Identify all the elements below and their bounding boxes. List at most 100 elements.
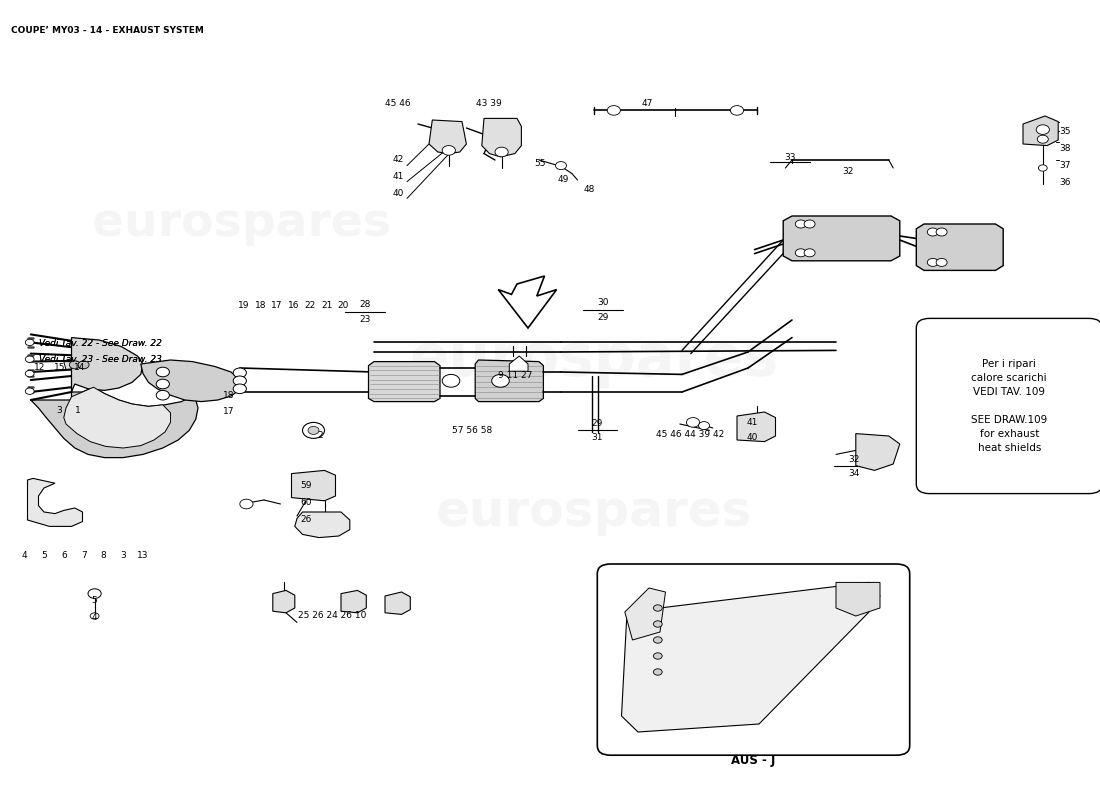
Circle shape bbox=[607, 106, 620, 115]
Text: 15: 15 bbox=[54, 363, 65, 373]
Text: 22: 22 bbox=[305, 301, 316, 310]
Text: 54: 54 bbox=[630, 659, 641, 669]
Text: eurospares: eurospares bbox=[409, 331, 779, 389]
Polygon shape bbox=[295, 512, 350, 538]
Text: 28: 28 bbox=[360, 300, 371, 310]
Circle shape bbox=[156, 390, 169, 400]
Text: 40: 40 bbox=[747, 433, 758, 442]
Circle shape bbox=[686, 418, 700, 427]
Text: Vedi Tav. 22 - See Draw. 22: Vedi Tav. 22 - See Draw. 22 bbox=[39, 339, 162, 349]
Circle shape bbox=[495, 147, 508, 157]
Polygon shape bbox=[856, 434, 900, 470]
Text: 57 56 58: 57 56 58 bbox=[452, 426, 492, 435]
Text: 6: 6 bbox=[60, 551, 67, 561]
Polygon shape bbox=[475, 360, 543, 402]
Circle shape bbox=[1037, 135, 1048, 143]
Circle shape bbox=[795, 220, 806, 228]
Circle shape bbox=[442, 146, 455, 155]
Text: 29: 29 bbox=[597, 313, 608, 322]
Text: 29: 29 bbox=[592, 418, 603, 428]
Polygon shape bbox=[990, 400, 1025, 432]
Text: 5: 5 bbox=[91, 596, 98, 606]
Circle shape bbox=[442, 374, 460, 387]
Polygon shape bbox=[273, 590, 295, 613]
Text: 12: 12 bbox=[34, 363, 45, 373]
Circle shape bbox=[240, 499, 253, 509]
Circle shape bbox=[936, 228, 947, 236]
Polygon shape bbox=[64, 362, 90, 370]
Polygon shape bbox=[341, 590, 366, 613]
Text: 49: 49 bbox=[558, 174, 569, 184]
Circle shape bbox=[804, 220, 815, 228]
Text: 45 46 44 39 42: 45 46 44 39 42 bbox=[656, 430, 724, 439]
Circle shape bbox=[233, 384, 246, 394]
Polygon shape bbox=[621, 582, 880, 732]
Circle shape bbox=[233, 368, 246, 378]
Circle shape bbox=[1036, 125, 1049, 134]
Text: 32: 32 bbox=[848, 454, 859, 464]
Circle shape bbox=[730, 106, 744, 115]
Text: 37: 37 bbox=[1059, 161, 1070, 170]
Text: 41: 41 bbox=[393, 172, 404, 182]
Text: eurospares: eurospares bbox=[436, 488, 752, 536]
Text: Vedi Tav. 23 - See Draw. 23: Vedi Tav. 23 - See Draw. 23 bbox=[39, 354, 162, 363]
Circle shape bbox=[302, 422, 324, 438]
Polygon shape bbox=[916, 224, 1003, 270]
Polygon shape bbox=[385, 592, 410, 614]
Circle shape bbox=[492, 374, 509, 387]
Polygon shape bbox=[498, 276, 557, 328]
Text: 30: 30 bbox=[597, 298, 608, 307]
Polygon shape bbox=[64, 387, 170, 448]
Polygon shape bbox=[31, 380, 240, 458]
Text: 50: 50 bbox=[630, 613, 641, 622]
Circle shape bbox=[804, 249, 815, 257]
Text: 8: 8 bbox=[100, 551, 107, 561]
Text: 21: 21 bbox=[321, 301, 332, 310]
Polygon shape bbox=[28, 478, 82, 526]
Text: 26: 26 bbox=[300, 514, 311, 524]
Text: 38: 38 bbox=[1059, 144, 1070, 154]
Text: 17: 17 bbox=[223, 406, 234, 416]
Text: 35: 35 bbox=[1059, 126, 1070, 136]
Text: 52: 52 bbox=[630, 691, 641, 701]
Polygon shape bbox=[625, 588, 666, 640]
Text: 9 11 27: 9 11 27 bbox=[497, 371, 532, 381]
Text: 25 26 24 26 10: 25 26 24 26 10 bbox=[298, 611, 366, 621]
Circle shape bbox=[25, 356, 34, 362]
Text: 60: 60 bbox=[300, 498, 311, 507]
Text: 17: 17 bbox=[272, 301, 283, 310]
Text: 3: 3 bbox=[120, 551, 127, 561]
Polygon shape bbox=[836, 582, 880, 616]
Circle shape bbox=[653, 653, 662, 659]
Text: 14: 14 bbox=[74, 363, 85, 373]
Circle shape bbox=[156, 379, 169, 389]
Text: Vedi Tav. 23 - See Draw. 23: Vedi Tav. 23 - See Draw. 23 bbox=[39, 354, 162, 363]
Text: 18: 18 bbox=[255, 301, 266, 310]
Circle shape bbox=[233, 376, 246, 386]
Polygon shape bbox=[509, 356, 528, 371]
Text: eurospares: eurospares bbox=[92, 202, 392, 246]
Text: 40: 40 bbox=[393, 189, 404, 198]
Circle shape bbox=[78, 361, 89, 369]
Polygon shape bbox=[1023, 116, 1058, 146]
Circle shape bbox=[653, 669, 662, 675]
Circle shape bbox=[653, 621, 662, 627]
Text: 32: 32 bbox=[843, 166, 854, 176]
Text: Vedi Tav. 22 - See Draw. 22: Vedi Tav. 22 - See Draw. 22 bbox=[39, 339, 162, 349]
Text: 5: 5 bbox=[41, 551, 47, 561]
Circle shape bbox=[795, 249, 806, 257]
Text: 23: 23 bbox=[360, 315, 371, 325]
Text: 4: 4 bbox=[91, 613, 98, 622]
Text: 42: 42 bbox=[393, 155, 404, 165]
Text: 35 37 36 38: 35 37 36 38 bbox=[950, 430, 1005, 439]
Polygon shape bbox=[141, 360, 240, 402]
Circle shape bbox=[90, 613, 99, 619]
Text: 7: 7 bbox=[80, 551, 87, 561]
Polygon shape bbox=[783, 216, 900, 261]
Text: 41: 41 bbox=[747, 418, 758, 427]
Polygon shape bbox=[429, 120, 466, 154]
Text: 36: 36 bbox=[1059, 178, 1070, 187]
Circle shape bbox=[927, 258, 938, 266]
Circle shape bbox=[556, 162, 566, 170]
FancyBboxPatch shape bbox=[597, 564, 910, 755]
